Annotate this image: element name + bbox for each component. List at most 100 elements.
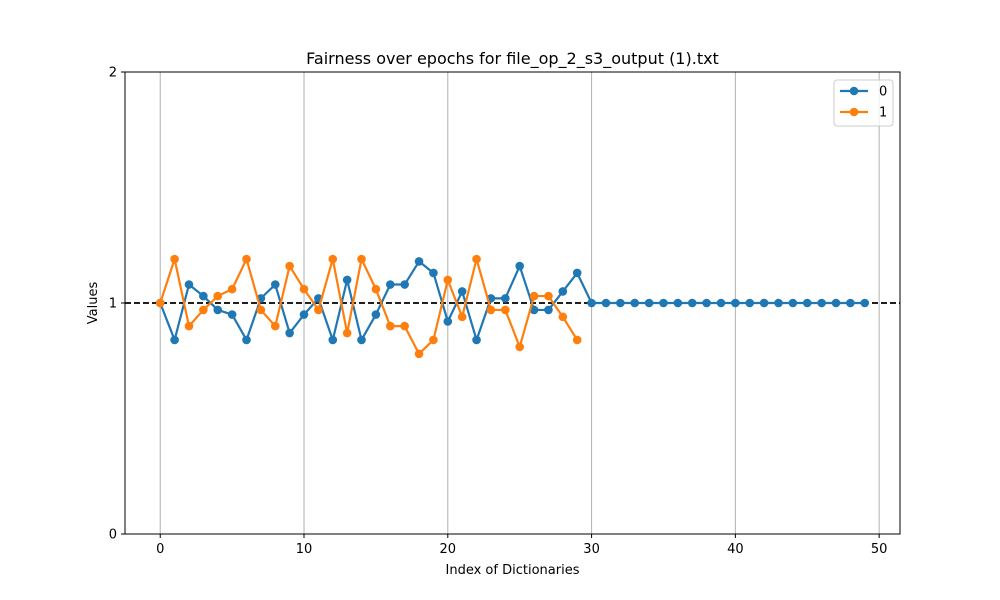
series-1-point — [558, 312, 568, 322]
series-0-point — [659, 298, 668, 308]
series-1-point — [170, 254, 179, 264]
series-1-point — [184, 321, 194, 331]
series-0-point — [774, 298, 783, 308]
x-axis: 0 10 20 30 40 50 — [156, 534, 887, 557]
series-0-point — [716, 298, 726, 308]
series-0-point — [788, 298, 798, 308]
series-1-point — [572, 335, 582, 345]
series-1-point — [342, 328, 352, 338]
chart-title: Fairness over epochs for file_op_2_s3_ou… — [306, 49, 719, 69]
series-1-point — [529, 291, 539, 301]
series-0-point — [558, 287, 568, 296]
series-0-point — [328, 335, 338, 345]
legend-item-0: 0 — [840, 85, 887, 100]
legend-item-1: 1 — [840, 106, 887, 121]
series-0-point — [299, 310, 309, 319]
series-0-point — [601, 298, 611, 308]
y-axis-label: Values — [86, 282, 101, 325]
series-1-point — [544, 291, 553, 301]
series-0-point — [443, 317, 453, 326]
series-0-point — [472, 335, 481, 345]
series-1-point — [400, 321, 409, 331]
legend-marker — [849, 86, 859, 96]
x-tick-label: 30 — [583, 542, 600, 557]
series-0-point — [285, 328, 294, 338]
series-0-point — [860, 298, 870, 308]
series-1-line — [159, 258, 579, 355]
series-1-point — [256, 305, 266, 315]
series-layer — [155, 254, 870, 359]
legend-label: 0 — [879, 85, 887, 100]
series-0-point — [400, 280, 409, 289]
x-tick-label: 10 — [296, 542, 313, 557]
series-0-point — [630, 298, 640, 308]
legend-marker — [849, 107, 859, 117]
series-0-point — [429, 268, 438, 278]
series-0-point — [745, 298, 755, 308]
series-1 — [155, 254, 582, 359]
series-1-point — [328, 254, 338, 264]
y-tick-label: 1 — [109, 297, 117, 312]
series-0-point — [846, 298, 855, 308]
series-0-point — [414, 257, 424, 266]
series-0-point — [457, 287, 467, 296]
series-0-point — [817, 298, 826, 308]
series-1-point — [314, 305, 323, 315]
series-1-point — [227, 284, 237, 294]
legend: 01 — [833, 79, 894, 127]
series-1-point — [199, 305, 208, 315]
series-1-point — [515, 342, 524, 352]
series-1-point — [299, 284, 309, 294]
series-0-point — [644, 298, 654, 308]
series-0-point — [227, 310, 237, 319]
series-1-point — [385, 321, 395, 331]
series-1-point — [486, 305, 496, 315]
series-0-point — [385, 280, 395, 289]
legend-label: 1 — [879, 106, 887, 121]
series-1-point — [443, 275, 453, 285]
x-tick-label: 20 — [440, 542, 457, 557]
series-1-point — [457, 312, 467, 322]
series-0-point — [572, 268, 582, 278]
series-0-point — [587, 298, 596, 308]
series-1-point — [213, 291, 223, 301]
series-0-point — [199, 291, 208, 301]
series-0-point — [731, 298, 740, 308]
series-0-point — [702, 298, 711, 308]
series-0-point — [759, 298, 769, 308]
series-0-point — [616, 298, 625, 308]
series-1-point — [472, 254, 481, 264]
series-0-point — [342, 275, 352, 285]
series-1-point — [270, 321, 280, 331]
y-tick-label: 2 — [109, 66, 117, 81]
series-1-point — [285, 261, 294, 271]
series-0-point — [242, 335, 251, 345]
series-1-point — [371, 284, 381, 294]
y-axis: 0 1 2 — [109, 66, 125, 543]
series-1-point — [357, 254, 366, 264]
series-1-point — [155, 298, 165, 308]
series-0-point — [184, 280, 194, 289]
x-tick-label: 0 — [156, 542, 164, 557]
series-0-point — [170, 335, 179, 345]
x-tick-label: 40 — [727, 542, 744, 557]
y-tick-label: 0 — [109, 528, 117, 543]
x-axis-label: Index of Dictionaries — [446, 563, 580, 578]
series-0-point — [357, 335, 366, 345]
series-0-point — [544, 305, 553, 315]
series-0-point — [213, 305, 223, 315]
series-0-point — [515, 261, 524, 271]
series-0-point — [501, 294, 510, 303]
series-0-point — [529, 305, 539, 315]
series-1-point — [429, 335, 438, 345]
series-0-point — [270, 280, 280, 289]
series-0-point — [831, 298, 841, 308]
series-1-point — [242, 254, 251, 264]
series-0-point — [371, 310, 381, 319]
series-0-point — [802, 298, 812, 308]
series-0-point — [687, 298, 697, 308]
series-0 — [155, 257, 870, 345]
series-1-point — [414, 349, 424, 359]
series-0-point — [673, 298, 683, 308]
